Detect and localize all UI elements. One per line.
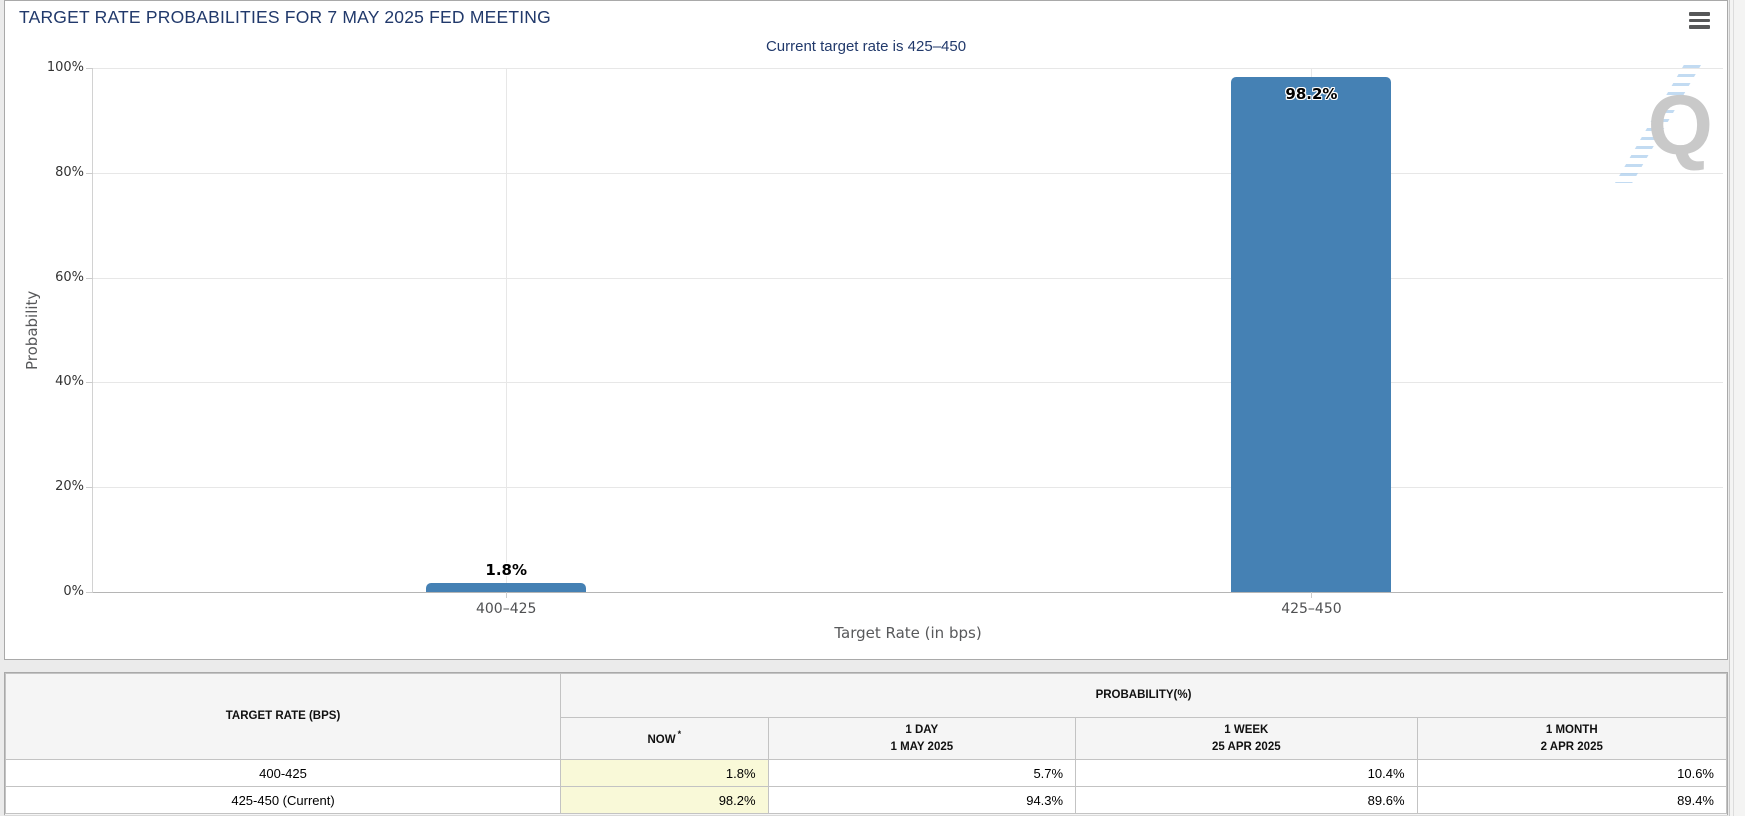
y-tick-label: 60% (55, 269, 84, 285)
tick-mark (86, 172, 93, 174)
tick-mark (1311, 592, 1313, 598)
x-axis-title: Target Rate (in bps) (834, 624, 982, 642)
gridline (93, 277, 1723, 279)
y-tick-label: 80% (55, 164, 84, 180)
1-day-value: 5.7% (767, 759, 1077, 787)
header-1-week: 1 WEEK 25 APR 2025 (1075, 717, 1418, 760)
plot-area: 100% 80% 60% 40% 20% 0% 1.8% 98.2% 400–4… (23, 60, 1723, 642)
vertical-scrollbar[interactable] (1729, 0, 1745, 816)
gridline (93, 172, 1723, 174)
now-value: 1.8% (560, 759, 769, 787)
bar-400-425[interactable]: 1.8% (426, 561, 587, 592)
header-period-date: 2 APR 2025 (1540, 740, 1603, 753)
rate-label: 400-425 (5, 759, 562, 787)
hamburger-bar (1689, 12, 1710, 16)
header-now: NOW * (560, 717, 769, 760)
tick-mark (86, 487, 93, 489)
y-axis-title: Probability (23, 290, 41, 370)
chart-subtitle: Current target rate is 425–450 (765, 38, 967, 55)
header-now-label: NOW (647, 734, 676, 747)
header-period-label: 1 WEEK (1224, 723, 1269, 736)
1-week-value: 10.4% (1075, 759, 1418, 787)
y-tick-label: 100% (46, 60, 84, 75)
table-row-425-450-current: 425-450 (Current) 98.2% 94.3% 89.6% 89.4… (5, 786, 1727, 814)
now-value: 98.2% (560, 786, 769, 814)
x-category-label: 425–450 (1281, 601, 1342, 617)
gridline (93, 382, 1723, 384)
rate-label: 425-450 (Current) (5, 786, 562, 814)
bar-data-label: 98.2% (1285, 85, 1338, 104)
table-row-400-425: 400-425 1.8% 5.7% 10.4% 10.6% (5, 759, 1727, 787)
header-1-month: 1 MONTH 2 APR 2025 (1416, 717, 1727, 760)
tick-mark (86, 68, 93, 69)
header-period-label: 1 MONTH (1545, 723, 1598, 736)
1-week-value: 89.6% (1075, 786, 1418, 814)
1-month-value: 10.6% (1416, 759, 1727, 787)
hamburger-bar (1689, 25, 1710, 29)
header-period-date: 1 MAY 2025 (890, 740, 954, 753)
header-probability-group: PROBABILITY(%) (560, 673, 1727, 718)
1-month-value: 89.4% (1416, 786, 1727, 814)
header-period-label: 1 DAY (905, 723, 939, 736)
probability-table-panel: TARGET RATE (BPS) PROBABILITY(%) NOW * 1 … (4, 672, 1728, 816)
panel-title: TARGET RATE PROBABILITIES FOR 7 MAY 2025… (19, 7, 551, 27)
gridline (93, 487, 1723, 489)
header-period-date: 25 APR 2025 (1212, 740, 1281, 753)
y-tick-label: 20% (55, 479, 84, 495)
fedwatch-chart-panel: TARGET RATE PROBABILITIES FOR 7 MAY 2025… (4, 0, 1728, 660)
now-asterisk: * (677, 729, 682, 740)
x-category-label: 400–425 (475, 601, 537, 617)
y-tick-label: 0% (63, 584, 84, 599)
gridline (93, 68, 1723, 69)
gridline (506, 68, 508, 592)
tick-mark (506, 592, 508, 598)
tick-mark (86, 277, 93, 279)
bar-data-label: 1.8% (485, 560, 528, 579)
1-day-value: 94.3% (767, 786, 1077, 814)
probability-table: TARGET RATE (BPS) PROBABILITY(%) NOW * 1 … (5, 673, 1727, 814)
tick-mark (86, 592, 93, 593)
header-target-rate-bps: TARGET RATE (BPS) (5, 673, 562, 760)
y-tick-label: 40% (55, 374, 84, 390)
bar-425-450[interactable]: 98.2% (1231, 77, 1392, 592)
hamburger-menu-icon[interactable] (1689, 12, 1711, 30)
tick-mark (86, 382, 93, 384)
hamburger-bar (1689, 18, 1710, 22)
header-1-day: 1 DAY 1 MAY 2025 (767, 717, 1077, 760)
